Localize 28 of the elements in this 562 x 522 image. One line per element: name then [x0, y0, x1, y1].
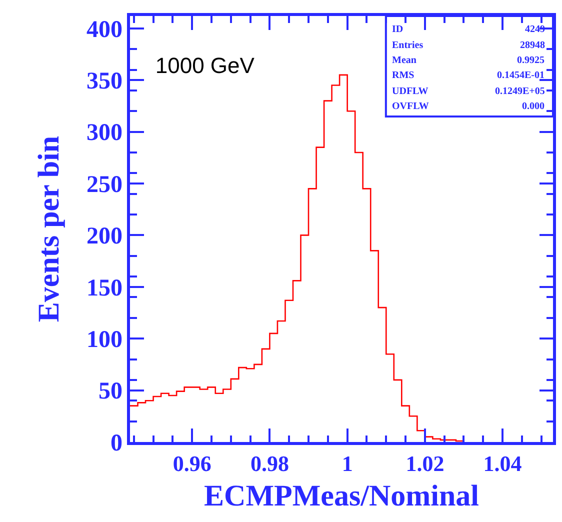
- y-tick-label: 350: [86, 68, 122, 95]
- annotation: 0.000: [522, 101, 544, 112]
- annotation: 0.1249E+05: [495, 86, 545, 97]
- annotation: 0.9925: [517, 55, 544, 66]
- x-tick-label: 0.98: [250, 451, 289, 476]
- x-tick-label: 1: [342, 451, 353, 476]
- y-tick-label: 250: [86, 172, 122, 198]
- x-tick-label: 1.02: [406, 451, 444, 476]
- annotation: Mean: [392, 55, 417, 66]
- y-tick-label: 0: [110, 430, 122, 456]
- annotation: 28948: [520, 40, 545, 51]
- x-axis-title: ECMPMeas/Nominal: [204, 480, 479, 513]
- y-tick-label: 300: [86, 120, 122, 146]
- annotation: UDFLW: [392, 86, 428, 97]
- text: 1000 GeV: [155, 52, 255, 78]
- y-tick-label: 100: [86, 327, 122, 353]
- annotation: 0.1454E-01: [497, 70, 544, 81]
- y-axis-title: Events per bin: [32, 136, 66, 322]
- y-tick-label: 200: [86, 224, 122, 250]
- annotation: ID: [392, 24, 404, 35]
- annotation: OVFLW: [392, 101, 429, 112]
- annotation: RMS: [392, 70, 415, 81]
- annotation: Entries: [392, 40, 424, 51]
- x-tick-label: 0.96: [172, 451, 212, 476]
- y-tick-label: 150: [86, 275, 122, 302]
- y-tick-label: 50: [98, 378, 122, 405]
- x-tick-label: 1.04: [483, 451, 522, 476]
- y-tick-label: 400: [86, 16, 122, 43]
